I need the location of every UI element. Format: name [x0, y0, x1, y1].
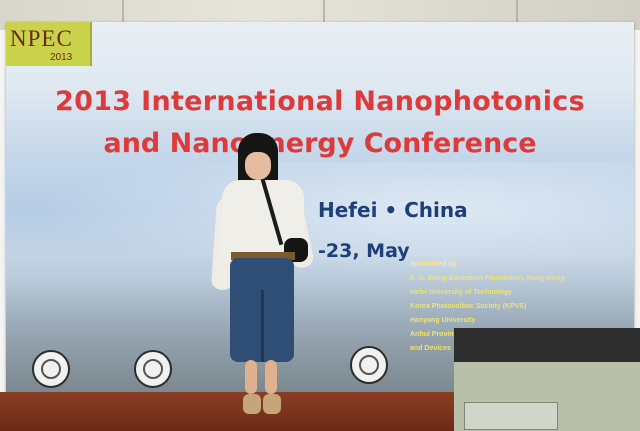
seal-icon: [134, 350, 172, 388]
person-leg-left: [245, 360, 257, 394]
banner-location: Hefei • China: [318, 198, 468, 222]
banner-dates: -23, May: [318, 240, 410, 262]
sponsor-item: K. C. Wong Education Foundation, Hong Ko…: [410, 275, 565, 282]
banner-title-line-2: and Nanoenergy Conference: [103, 128, 537, 159]
logo-year: 2013: [50, 52, 73, 63]
person-face: [245, 152, 271, 180]
sponsor-item: Hanyang University: [410, 317, 476, 324]
shoe-left: [243, 394, 261, 414]
pants-split: [261, 290, 264, 362]
wall-panel-line: [323, 0, 325, 30]
sponsor-item: and Devices: [410, 345, 451, 352]
sponsor-item: Korea Photovoltaic Society (KPVS): [410, 303, 527, 310]
seal-icon: [350, 346, 388, 384]
seal-ring: [41, 359, 61, 379]
logo-text: NPEC: [10, 26, 73, 51]
sponsor-heading: Sponsored by: [410, 261, 457, 268]
wall-panel-line: [516, 0, 518, 30]
inset-photo: [454, 328, 640, 431]
seal-ring: [359, 355, 379, 375]
banner-glow: [6, 162, 634, 282]
wall-panel-line: [122, 0, 124, 30]
inset-window: [464, 402, 558, 430]
banner-title-line-1: 2013 International Nanophotonics: [55, 86, 585, 117]
seal-icon: [32, 350, 70, 388]
person-leg-right: [265, 360, 277, 394]
shoe-right: [263, 394, 281, 414]
seal-ring: [143, 359, 163, 379]
inset-ceiling: [454, 328, 640, 362]
belt: [231, 252, 295, 260]
conference-logo: NPEC 2013: [6, 22, 92, 66]
sponsor-item: Hefei University of Technology: [410, 289, 513, 296]
